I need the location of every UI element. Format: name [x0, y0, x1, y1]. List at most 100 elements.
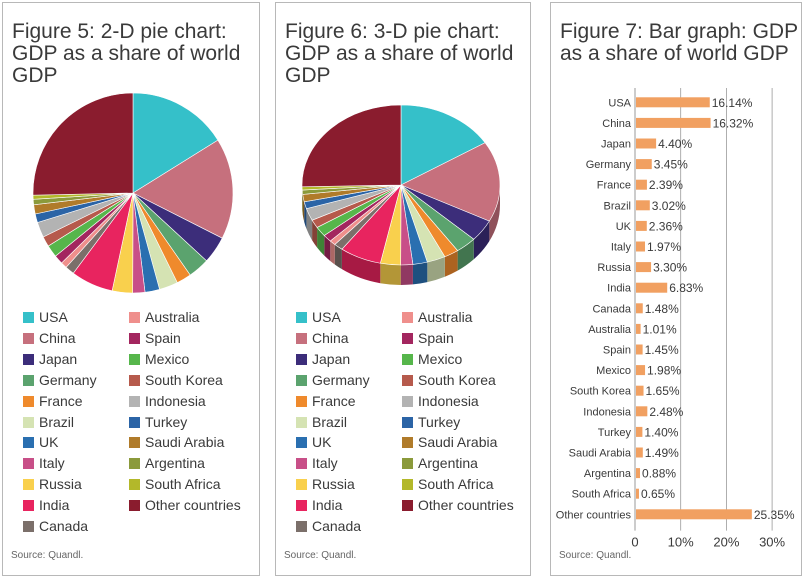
value-label-france: 2.39%	[649, 178, 683, 192]
legend-swatch	[23, 395, 34, 407]
legend-swatch	[296, 374, 307, 386]
legend-swatch	[129, 437, 140, 449]
legend-swatch	[296, 437, 307, 449]
category-label-spain: Spain	[603, 345, 631, 357]
legend-swatch	[402, 437, 413, 449]
legend-item-saudi-arabia: Saudi Arabia	[129, 434, 224, 452]
legend-swatch	[23, 479, 34, 491]
pie-side-italy	[400, 264, 413, 285]
bar-russia	[636, 262, 652, 273]
legend-item-japan: Japan	[23, 351, 77, 369]
value-label-mexico: 1.98%	[647, 364, 681, 378]
legend-label: Canada	[312, 518, 362, 534]
value-label-australia: 1.01%	[643, 322, 677, 336]
legend-item-mexico: Mexico	[402, 351, 462, 369]
value-label-spain: 1.45%	[645, 343, 679, 357]
legend-label: Spain	[145, 329, 181, 346]
legend-item-usa: USA	[23, 309, 68, 327]
legend-item-turkey: Turkey	[402, 414, 460, 432]
pie-slice-china	[400, 142, 501, 222]
legend-swatch	[296, 500, 307, 512]
category-label-india: India	[607, 283, 632, 295]
bar-chart: 0 10% 20% 30% USA 16.14% China 16.32% Japan 4.40%…	[556, 88, 795, 550]
value-label-other-countries: 25.35%	[754, 508, 795, 522]
legend-swatch	[296, 353, 307, 365]
pie-side-russia	[380, 263, 401, 285]
legend-swatch	[23, 458, 34, 470]
category-label-russia: Russia	[597, 262, 632, 274]
legend-item-other-countries: Other countries	[402, 497, 514, 515]
legend-swatch	[129, 479, 140, 491]
legend-label: Germany	[312, 371, 370, 388]
legend-item-italy: Italy	[296, 455, 338, 473]
category-label-france: France	[597, 180, 631, 192]
legend-label: Mexico	[145, 350, 190, 367]
value-label-japan: 4.40%	[658, 137, 692, 151]
category-label-saudi-arabia: Saudi Arabia	[569, 448, 632, 460]
pie-side-germany	[457, 239, 474, 271]
legend-swatch	[23, 437, 34, 449]
legend-item-russia: Russia	[296, 476, 355, 494]
legend-swatch	[402, 416, 413, 428]
category-label-canada: Canada	[592, 303, 631, 315]
legend-swatch	[129, 332, 140, 344]
category-label-uk: UK	[616, 221, 632, 233]
bar-spain	[636, 344, 643, 355]
legend-label: UK	[39, 434, 59, 451]
legend-label: Saudi Arabia	[145, 434, 225, 451]
bar-turkey	[636, 426, 643, 437]
figure-6-panel: Figure 6: 3-D pie chart: GDP as a share …	[275, 2, 531, 576]
bar-china	[636, 117, 711, 128]
x-tick-label: 30%	[759, 535, 785, 550]
pie-side-turkey	[304, 201, 307, 229]
value-label-indonesia: 2.48%	[649, 405, 683, 419]
legend-swatch	[296, 521, 307, 532]
legend-label: USA	[39, 309, 68, 325]
legend-swatch	[129, 374, 140, 386]
legend-item-other-countries: Other countries	[129, 497, 241, 515]
figure-5-title: Figure 5: 2-D pie chart: GDP as a share …	[12, 20, 241, 87]
legend-item-japan: Japan	[296, 351, 350, 369]
bar-uk	[636, 220, 647, 231]
value-label-china: 16.32%	[713, 116, 754, 130]
legend-item-spain: Spain	[402, 330, 454, 348]
figure-7-title: Figure 7: Bar graph: GDP as a share of w…	[560, 20, 799, 65]
legend-item-china: China	[23, 330, 76, 348]
x-tick-label: 10%	[668, 535, 694, 550]
bar-south-africa	[636, 488, 639, 499]
legend-label: Turkey	[418, 413, 461, 430]
legend-item-saudi-arabia: Saudi Arabia	[402, 434, 497, 452]
legend-label: China	[39, 329, 76, 346]
legend-label: Australia	[418, 309, 473, 325]
legend-item-russia: Russia	[23, 476, 82, 494]
figure-6-title: Figure 6: 3-D pie chart: GDP as a share …	[285, 20, 514, 87]
figure-6-source: Source: Quandl.	[284, 550, 357, 561]
legend-item-south-africa: South Africa	[402, 476, 494, 494]
legend-label: Japan	[312, 350, 351, 367]
legend-item-france: France	[23, 393, 83, 411]
value-label-russia: 3.30%	[653, 261, 687, 275]
legend-item-south-korea: South Korea	[402, 372, 496, 390]
legend-label: France	[39, 392, 83, 409]
category-label-brazil: Brazil	[603, 200, 631, 212]
legend-swatch	[129, 458, 140, 470]
pie-side-china	[489, 185, 500, 242]
legend-swatch	[402, 500, 413, 512]
legend-label: Russia	[312, 476, 355, 493]
pie-chart-3d	[301, 104, 501, 285]
pie-side-australia	[330, 240, 335, 265]
category-label-china: China	[602, 118, 632, 130]
legend-swatch	[402, 395, 413, 407]
pie-side-indonesia	[306, 208, 313, 241]
pie-chart-2d	[32, 92, 234, 294]
legend-swatch	[23, 312, 34, 323]
legend-label: Italy	[312, 455, 338, 472]
legend-item-brazil: Brazil	[23, 414, 74, 432]
category-label-indonesia: Indonesia	[583, 406, 632, 418]
legend-label: Japan	[39, 350, 78, 367]
legend-swatch	[402, 312, 413, 323]
legend-label: Brazil	[39, 413, 75, 430]
legend-item-south-korea: South Korea	[129, 372, 223, 390]
legend-swatch	[296, 395, 307, 407]
legend-item-south-africa: South Africa	[129, 476, 221, 494]
